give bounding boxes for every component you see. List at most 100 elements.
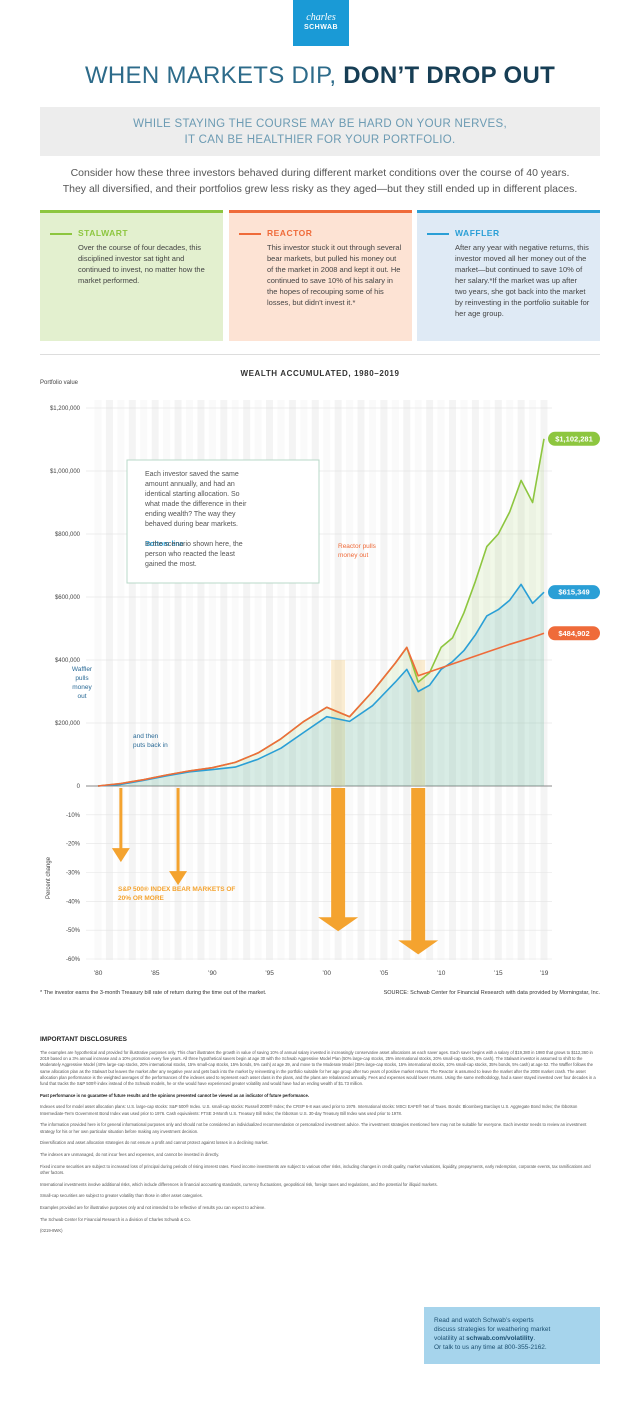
x-tick-label: ’10	[437, 970, 446, 977]
waffler-card: WAFFLER After any year with negative ret…	[417, 210, 600, 341]
year-column	[117, 400, 125, 960]
year-column	[483, 400, 491, 960]
waffler-in-annotation: and then	[133, 733, 159, 740]
reactor-name: REACTOR	[267, 228, 313, 238]
bear-arrow-shaft	[119, 788, 123, 851]
disclosure-paragraph: International investments involve additi…	[40, 1181, 438, 1187]
year-column	[185, 400, 193, 960]
disclosure-paragraph: Past performance is no guarantee of futu…	[40, 1092, 309, 1098]
intro-line2: They all diversified, and their portfoli…	[62, 183, 578, 195]
logo-line1: charles	[306, 12, 336, 23]
waffler-out-annotation: Waffler	[72, 666, 93, 673]
bear-arrow-head	[169, 871, 188, 886]
schwab-logo[interactable]: charles SCHWAB	[293, 0, 349, 46]
year-column	[128, 400, 136, 960]
stalwart-name: STALWART	[78, 228, 129, 238]
bear-arrow-shaft	[331, 788, 346, 920]
bear-market-label: 20% OR MORE	[118, 895, 165, 902]
logo-line2: SCHWAB	[303, 24, 339, 31]
y-tick-label: -60%	[66, 957, 81, 963]
reactor-line	[97, 632, 545, 787]
chart-title: WEALTH ACCUMULATED, 1980–2019	[240, 369, 400, 378]
waffler-value-label: $615,349	[558, 588, 589, 597]
disclosure-paragraph: The information provided here is for gen…	[40, 1122, 587, 1134]
year-column	[254, 400, 262, 960]
waffler-area	[98, 584, 544, 786]
bear-arrow-head	[111, 848, 130, 863]
year-column	[243, 400, 251, 960]
year-column	[437, 400, 445, 960]
year-column	[449, 400, 457, 960]
year-column	[163, 400, 171, 960]
year-column	[540, 400, 548, 960]
waffler-out-annotation: pulls	[75, 675, 89, 682]
section-divider	[40, 354, 600, 355]
bear-arrow-head	[398, 940, 439, 955]
y-tick-label: -40%	[66, 899, 81, 905]
annotation-text: identical starting allocation. So	[145, 491, 240, 498]
stalwart-area	[98, 438, 544, 786]
year-column	[311, 400, 319, 960]
footnote: * The investor earns the 3-month Treasur…	[40, 990, 267, 996]
year-column	[391, 400, 399, 960]
volatility-link[interactable]: schwab.com/volatility	[466, 1335, 534, 1342]
cta-box: Read and watch Schwab’s experts discuss …	[424, 1307, 600, 1364]
year-column	[105, 400, 113, 960]
stalwart-line-swatch	[50, 233, 72, 235]
y-tick-label: -30%	[66, 871, 81, 877]
cta-line3: volatility at schwab.com/volatility.	[434, 1334, 600, 1343]
reactor-text: This investor stuck it out through sever…	[267, 243, 402, 307]
year-column	[231, 400, 239, 960]
reactor-line-swatch	[239, 233, 261, 235]
year-column	[288, 400, 296, 960]
disclosure-paragraph: Fixed income securities are subject to i…	[40, 1163, 591, 1175]
bottom-line-text: gained the most.	[145, 561, 197, 568]
year-column	[266, 400, 274, 960]
source-note: SOURCE: Schwab Center for Financial Rese…	[383, 990, 600, 996]
bear-arrow-shaft	[176, 788, 180, 874]
annotation-text: ending wealth? The way they	[145, 511, 236, 518]
year-column	[334, 400, 342, 960]
y-tick-label: -20%	[66, 842, 81, 848]
stalwart-card: STALWART Over the course of four decades…	[40, 210, 223, 341]
bear-arrow-head	[318, 917, 359, 932]
year-column	[368, 400, 376, 960]
waffler-in-annotation: puts back in	[133, 742, 168, 749]
reactor-annotation: Reactor pulls	[338, 543, 377, 550]
year-column	[300, 400, 308, 960]
x-tick-label: ’85	[151, 970, 160, 977]
year-column	[380, 400, 388, 960]
x-tick-label: ’05	[380, 970, 389, 977]
y-tick-label: $800,000	[55, 532, 81, 538]
year-column	[323, 400, 331, 960]
y-tick-label: $600,000	[55, 595, 81, 601]
page-title: WHEN MARKETS DIP, DON’T DROP OUT	[0, 62, 640, 90]
year-column	[346, 400, 354, 960]
year-column	[426, 400, 434, 960]
y-tick-label: -10%	[66, 813, 81, 819]
waffler-value-badge	[548, 585, 600, 600]
disclosures-title: IMPORTANT DISCLOSURES	[40, 1036, 127, 1043]
reactor-value-badge	[548, 626, 600, 641]
disclosures-body: The examples are hypothetical and provid…	[40, 1050, 600, 1240]
stalwart-value-label: $1,102,281	[555, 434, 593, 443]
y-tick-label: $1,200,000	[50, 406, 81, 412]
y-tick-label: $1,000,000	[50, 469, 81, 475]
year-column	[403, 400, 411, 960]
y-tick-label: $400,000	[55, 658, 81, 664]
bear-arrow-shaft	[411, 788, 426, 943]
year-column	[197, 400, 205, 960]
year-column	[506, 400, 514, 960]
x-tick-label: ’19	[540, 970, 549, 977]
wealth-chart: $1,200,000 $1,000,000 $800,000 $600,000 $400…	[40, 380, 600, 977]
cta-line1: Read and watch Schwab’s experts	[434, 1317, 534, 1324]
x-tick-label: ’00	[322, 970, 331, 977]
x-tick-label: ’95	[265, 970, 274, 977]
disclosure-paragraph: Diversification and asset allocation str…	[40, 1140, 269, 1146]
year-column	[471, 400, 479, 960]
year-column	[220, 400, 228, 960]
annotation-text: behaved during bear markets.	[145, 521, 238, 528]
reactor-value-label: $484,902	[558, 629, 589, 638]
x-tick-label: ’80	[94, 970, 103, 977]
year-column	[208, 400, 216, 960]
